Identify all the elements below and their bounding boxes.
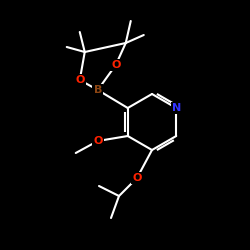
Text: O: O (132, 173, 142, 183)
Text: B: B (94, 85, 102, 95)
Text: O: O (93, 136, 102, 146)
Text: O: O (111, 60, 120, 70)
Text: N: N (172, 103, 181, 113)
Text: O: O (75, 75, 85, 85)
